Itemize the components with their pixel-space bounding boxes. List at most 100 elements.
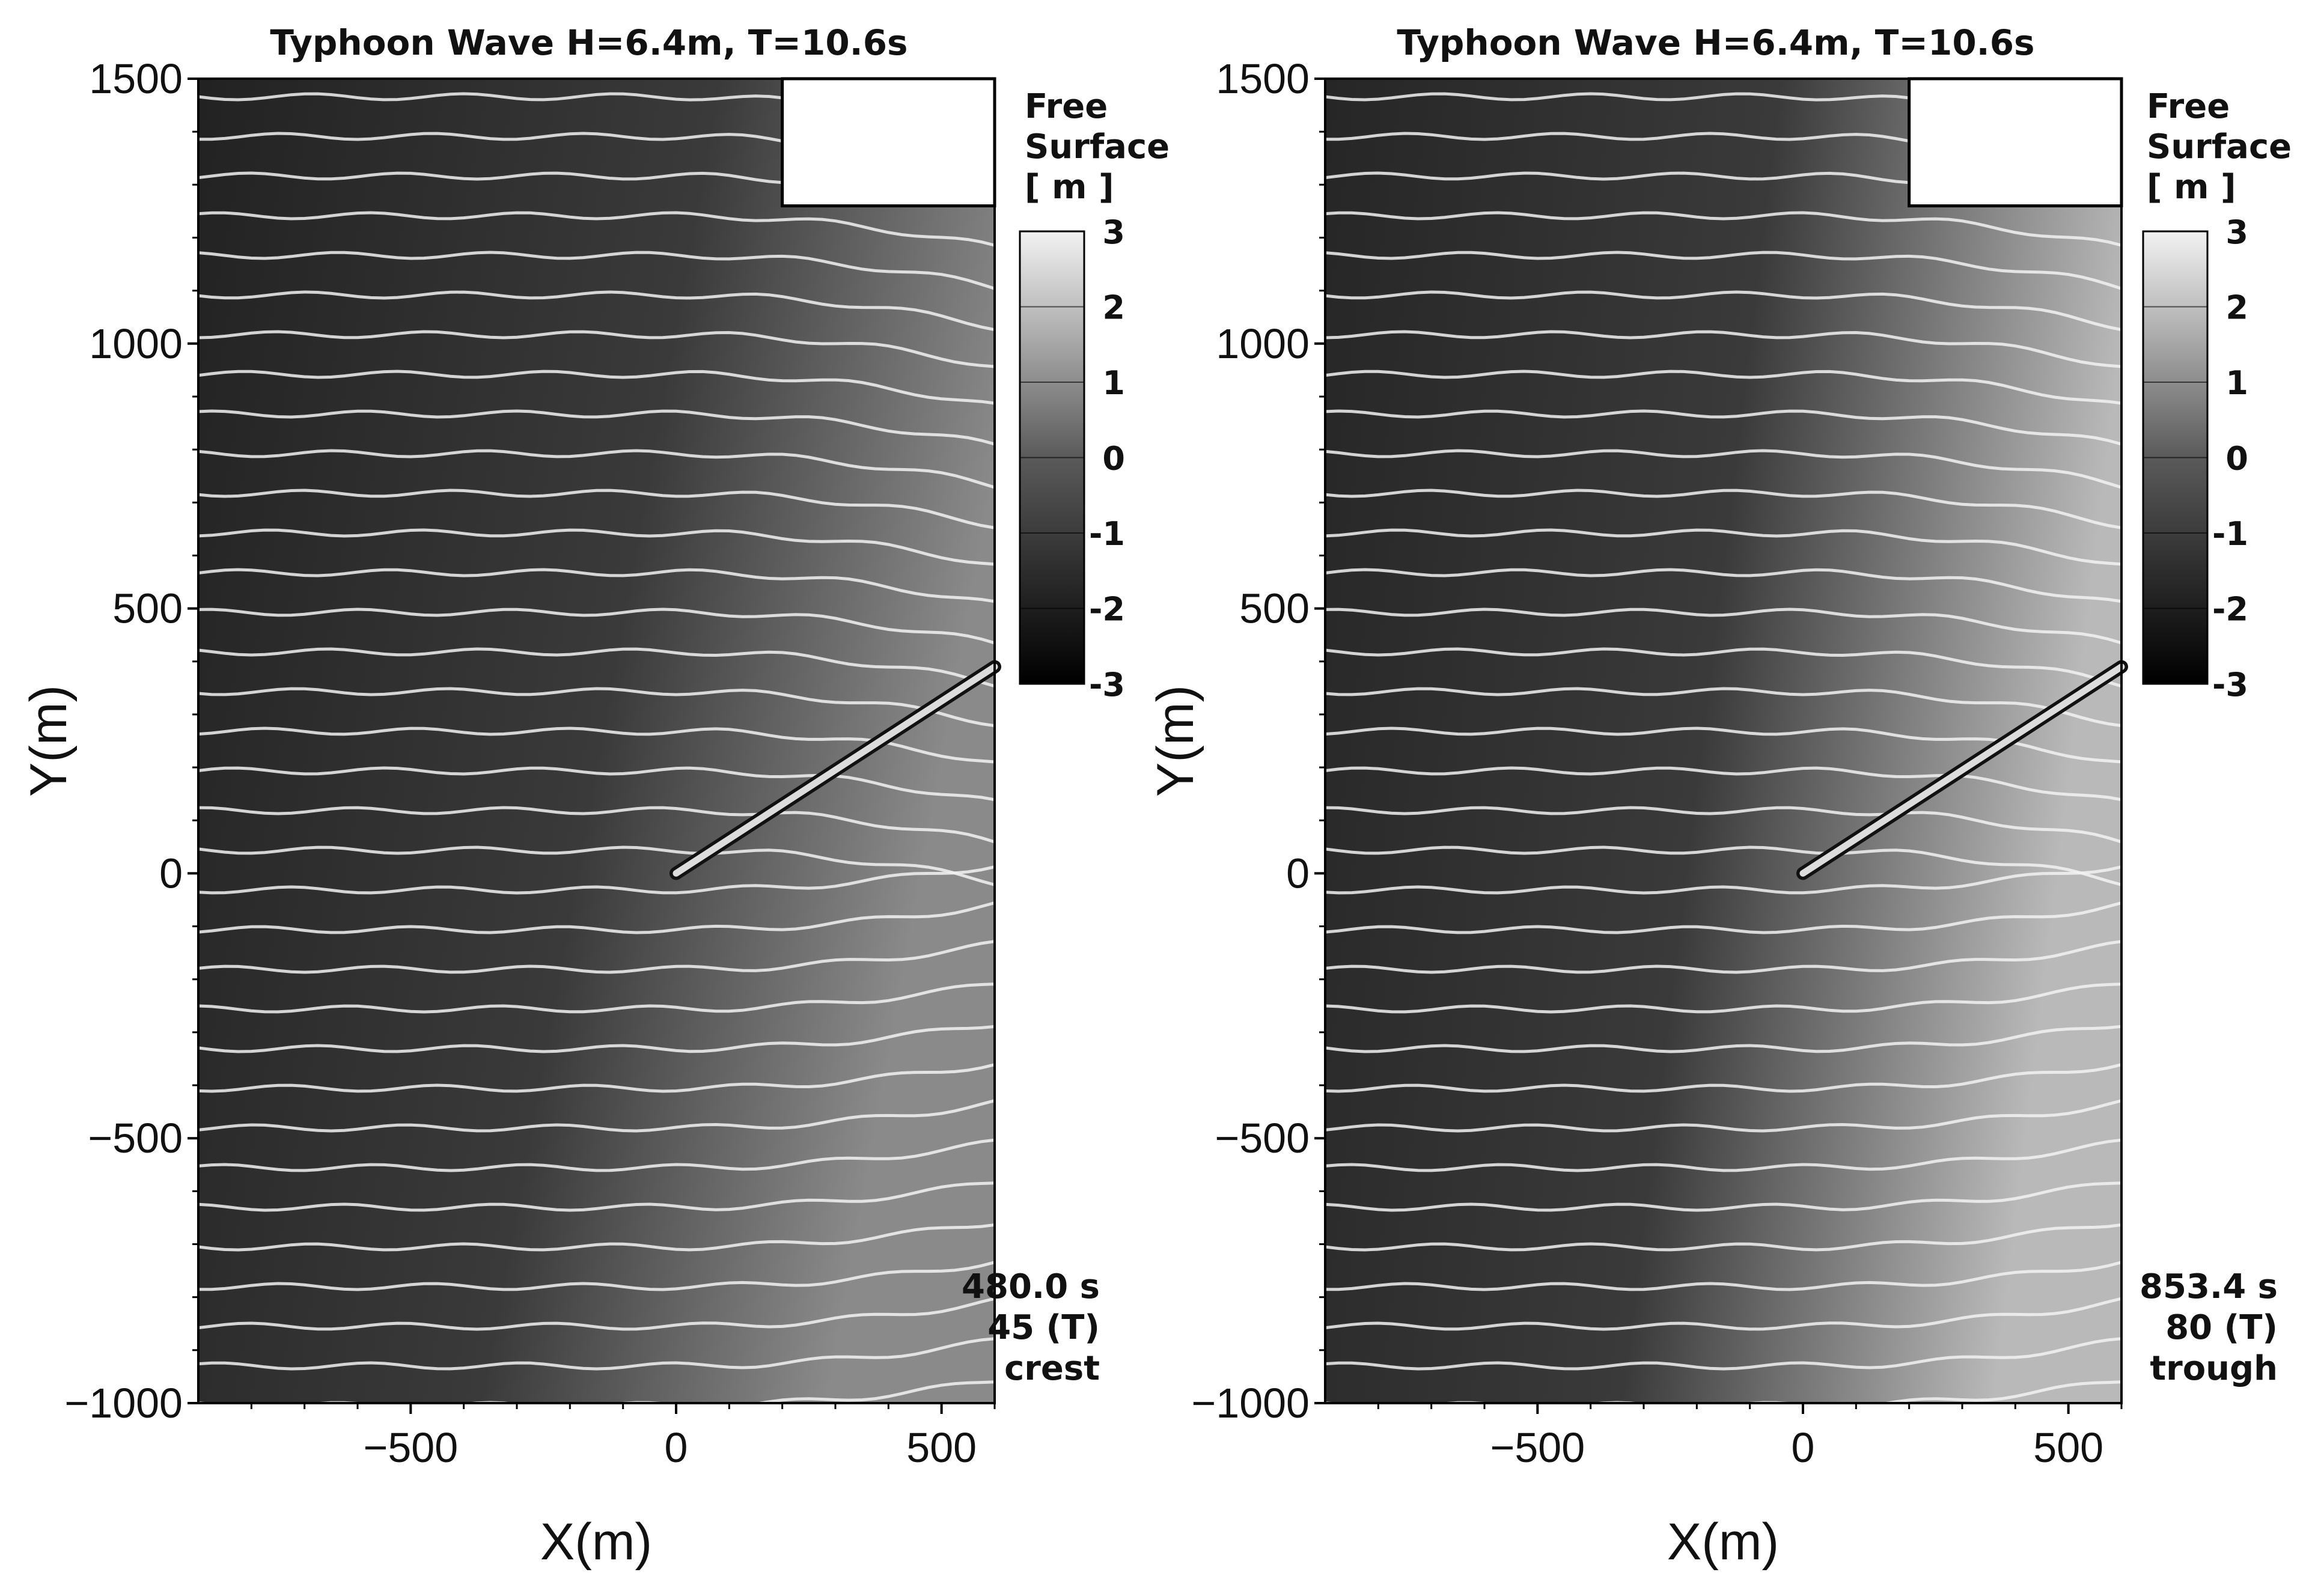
wave-crest-line <box>1325 1261 2121 1291</box>
wave-crest-line <box>1325 865 2121 895</box>
blank-land-region <box>1908 77 2123 208</box>
x-tick-label: −500 <box>1490 1424 1585 1471</box>
wave-crest-line <box>198 1223 995 1252</box>
wave-crest-line <box>1325 370 2121 405</box>
wave-crest-line <box>198 528 995 566</box>
annotation-period: 80 (T) <box>2165 1308 2278 1347</box>
wave-crest-line <box>1325 568 2121 603</box>
colorbar-tick-label: 2 <box>1102 289 1125 327</box>
panel-left: Typhoon Wave H=6.4m, T=10.6s 1500 1000 500… <box>20 22 1170 1571</box>
y-tick-label: 0 <box>1286 850 1310 897</box>
wave-crest-line <box>1325 726 2121 764</box>
wave-crest-line <box>198 865 995 895</box>
wave-crest-line <box>198 845 995 886</box>
wave-crest-line <box>1325 1223 2121 1252</box>
colorbar-tick-label: 2 <box>2225 289 2248 327</box>
wave-crest-line <box>1325 211 2121 247</box>
wave-crest-line <box>198 211 995 247</box>
y-tick-label: 1500 <box>89 55 183 102</box>
wave-crest-line <box>198 1337 995 1371</box>
plot-frame <box>1324 78 2123 1404</box>
y-axis-label: Y(m) <box>20 685 78 797</box>
wave-crest-line <box>198 940 995 974</box>
wave-crest-line <box>1325 687 2121 728</box>
wave-crest-line <box>1325 528 2121 566</box>
wave-crest-line <box>1325 1337 2121 1371</box>
x-tick-label: 0 <box>1792 1424 1815 1471</box>
wave-crest-line <box>1325 1025 2121 1053</box>
annotation-time: 480.0 s <box>962 1267 1100 1306</box>
wave-crest-line <box>1325 940 2121 974</box>
colorbar-tick-label: -2 <box>1089 591 1125 629</box>
wave-crest-line <box>198 568 995 603</box>
wave-crest-line <box>198 1181 995 1212</box>
chart-title: Typhoon Wave H=6.4m, T=10.6s <box>1397 22 2034 63</box>
wave-crest-line <box>1325 647 2121 688</box>
wave-crest-line <box>198 766 995 802</box>
field-background <box>1325 79 2121 1403</box>
chart-title: Typhoon Wave H=6.4m, T=10.6s <box>270 22 907 63</box>
wave-crest-line <box>1325 489 2121 529</box>
wave-crest-line <box>1325 608 2121 645</box>
annotation-period: 45 (T) <box>987 1308 1100 1347</box>
wave-crest-line <box>198 251 995 290</box>
wave-crest-line <box>198 608 995 645</box>
field-area <box>1325 79 2121 1403</box>
blank-land-region <box>781 77 996 208</box>
wave-crest-line <box>1325 290 2121 332</box>
y-tick-label: 500 <box>112 585 183 632</box>
wave-crest-line <box>1325 1297 2121 1331</box>
colorbar-tick-label: -2 <box>2212 591 2248 629</box>
wave-crest-line <box>1325 449 2121 489</box>
y-tick-label: 1000 <box>89 320 183 367</box>
x-axis-label: X(m) <box>540 1513 652 1571</box>
colorbar-tick-label: -1 <box>2212 515 2248 553</box>
wave-crest-line <box>198 409 995 446</box>
wave-crest-line <box>198 290 995 332</box>
wave-crest-line <box>198 1138 995 1172</box>
colorbar-ticks: 3 2 1 0 -1 -2 -3 <box>2143 213 2248 704</box>
colorbar: Free Surface [ m ] 3 2 1 0 -1 -2 -3 <box>1019 87 1170 704</box>
wave-crest-line <box>198 1297 995 1331</box>
x-axis-label: X(m) <box>1667 1513 1779 1571</box>
wave-crest-line <box>198 982 995 1014</box>
wave-crest-line <box>198 330 995 368</box>
wave-crest-line <box>198 726 995 764</box>
colorbar-title-line-1: Free <box>1025 87 1108 126</box>
axes: 1500 1000 500 0 −500 −1000 −500 0 500 <box>64 55 996 1471</box>
wave-crests <box>198 92 995 1403</box>
wave-crest-line <box>1325 409 2121 446</box>
field-area <box>198 79 995 1403</box>
colorbar-tick-label: 0 <box>2225 440 2248 478</box>
field-background <box>198 79 995 1403</box>
wave-crest-line <box>198 901 995 934</box>
breakwater <box>1799 663 2125 877</box>
wave-crest-line <box>1325 901 2121 934</box>
colorbar-tick-label: 3 <box>2225 213 2248 251</box>
colorbar-tick-label: -3 <box>1089 666 1125 704</box>
time-annotation: 853.4 s 80 (T) trough <box>2140 1267 2278 1388</box>
x-tick-label: −500 <box>363 1424 458 1471</box>
y-tick-label: 1500 <box>1216 55 1310 102</box>
y-tick-label: −500 <box>88 1115 183 1162</box>
colorbar-title-line-3: [ m ] <box>2147 168 2236 207</box>
wave-crest-line <box>198 806 995 844</box>
x-tick-label: 500 <box>906 1424 977 1471</box>
wave-crest-line <box>1325 1181 2121 1212</box>
wave-crest-line <box>1325 330 2121 368</box>
y-axis-label: Y(m) <box>1147 685 1204 797</box>
wave-crest-line <box>1325 766 2121 802</box>
colorbar-tick-label: -1 <box>1089 515 1125 553</box>
colorbar-tick-label: -3 <box>2212 666 2248 704</box>
structures <box>669 77 1001 880</box>
colorbar-title-line-2: Surface <box>1025 127 1170 166</box>
wave-crest-line <box>198 1261 995 1291</box>
y-tick-label: −1000 <box>64 1380 183 1427</box>
x-tick-label: 0 <box>665 1424 688 1471</box>
x-tick-label: 500 <box>2033 1424 2103 1471</box>
colorbar-tick-label: 3 <box>1102 213 1125 251</box>
panel-right: Typhoon Wave H=6.4m, T=10.6s 15001000500… <box>1147 22 2292 1571</box>
annotation-time: 853.4 s <box>2140 1267 2278 1306</box>
wave-crest-line <box>1325 982 2121 1014</box>
y-tick-label: −1000 <box>1191 1380 1310 1427</box>
